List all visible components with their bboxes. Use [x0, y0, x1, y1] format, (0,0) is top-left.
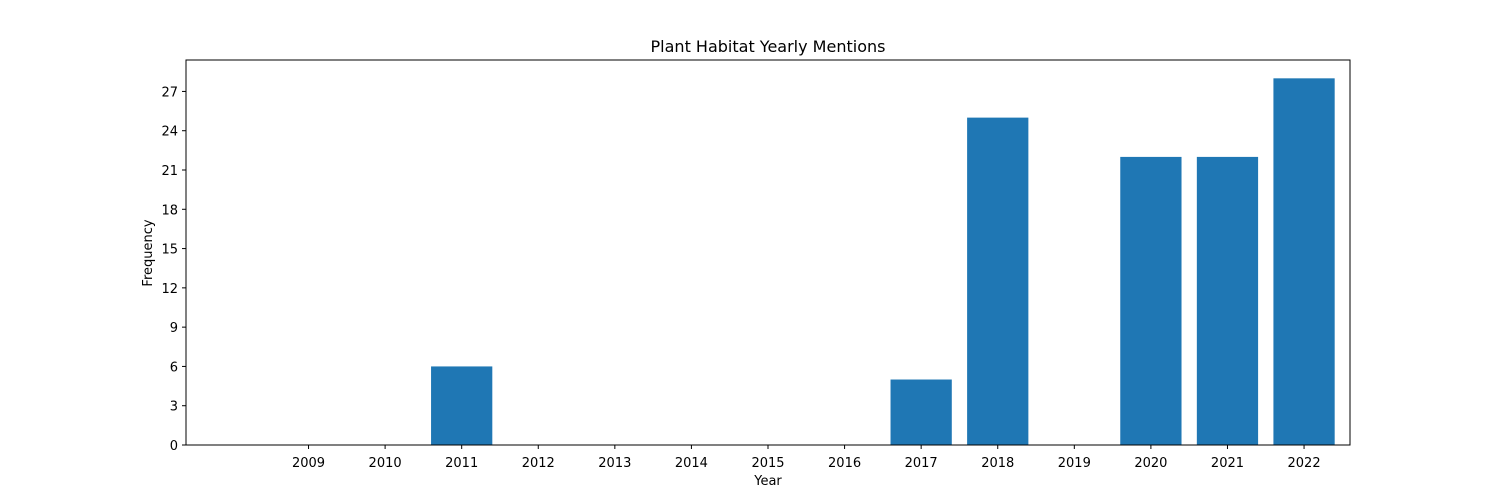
x-tick-label: 2020	[1134, 456, 1167, 471]
y-tick-label: 15	[161, 243, 178, 258]
y-tick-label: 0	[170, 439, 178, 454]
y-tick-label: 6	[170, 360, 178, 375]
chart-title: Plant Habitat Yearly Mentions	[651, 37, 886, 56]
x-tick-label: 2009	[292, 456, 325, 471]
x-tick-label: 2010	[369, 456, 402, 471]
y-tick-label: 18	[161, 203, 178, 218]
bar-2022	[1273, 78, 1335, 445]
bar-2011	[431, 366, 493, 445]
x-tick-label: 2016	[828, 456, 861, 471]
x-tick-label: 2014	[675, 456, 708, 471]
bars-layer	[431, 78, 1335, 446]
x-tick-label: 2017	[905, 456, 938, 471]
y-tick-label: 27	[161, 85, 178, 100]
x-tick-label: 2012	[522, 456, 555, 471]
y-tick-label: 24	[161, 125, 178, 140]
x-tick-label: 2019	[1058, 456, 1091, 471]
bar-2021	[1196, 156, 1259, 445]
bar-2020	[1120, 156, 1182, 445]
y-tick-label: 21	[161, 164, 178, 179]
x-tick-label: 2013	[598, 456, 631, 471]
bar-2017	[890, 379, 952, 445]
y-tick-label: 3	[170, 400, 178, 415]
ticks-layer: 2009 2010 2011 2012 2013 2014 2015 2016 2017 2018…	[161, 85, 1320, 471]
x-tick-label: 2022	[1288, 456, 1321, 471]
y-axis-label: Frequency	[141, 219, 156, 286]
plot-frame	[185, 59, 1351, 446]
bar-2018	[967, 117, 1029, 446]
x-tick-label: 2021	[1211, 456, 1244, 471]
x-axis-label: Year	[753, 474, 782, 489]
x-tick-label: 2011	[445, 456, 478, 471]
x-tick-label: 2015	[751, 456, 784, 471]
x-tick-label: 2018	[981, 456, 1014, 471]
y-tick-label: 9	[170, 321, 178, 336]
y-tick-label: 12	[161, 282, 178, 297]
